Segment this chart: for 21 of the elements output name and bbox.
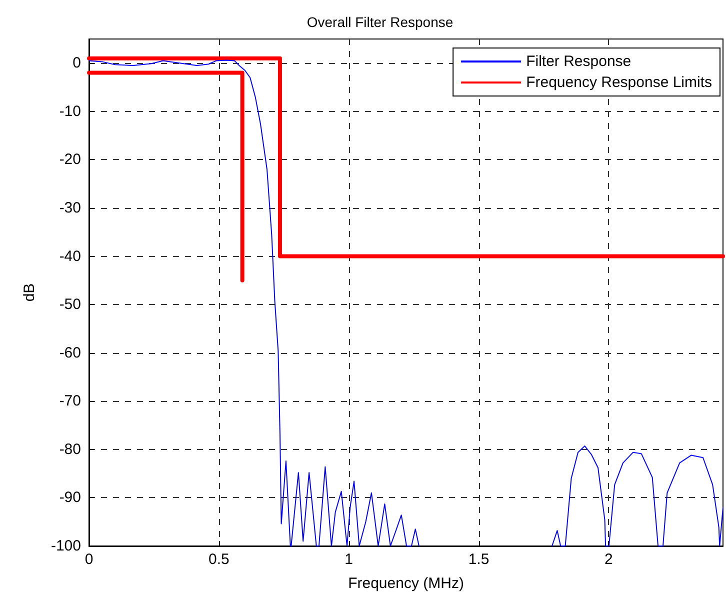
y-tick-label: -10: [59, 102, 81, 120]
x-axis-title: Frequency (MHz): [348, 575, 464, 592]
y-tick-label: -40: [59, 248, 81, 265]
y-axis-title: dB: [21, 283, 38, 302]
legend-label: Frequency Response Limits: [526, 74, 712, 91]
y-tick-label: -80: [59, 440, 81, 458]
y-tick-label: -30: [59, 200, 81, 216]
x-tick-label: 2: [604, 551, 613, 568]
x-tick-label: 1: [344, 551, 354, 568]
chart-title: Overall Filter Response: [306, 14, 454, 30]
x-tick-label: 1.5: [468, 551, 490, 568]
y-tick-label: -90: [59, 489, 81, 506]
y-tick-label: -20: [59, 151, 81, 168]
y-tick-label: -50: [59, 296, 81, 314]
x-tick-label: 0: [84, 551, 94, 568]
y-tick-label: -70: [59, 392, 81, 410]
y-tick-label: 0: [72, 54, 81, 72]
y-tick-label: -100: [50, 538, 81, 554]
legend-label: Filter Response: [526, 53, 632, 70]
x-tick-label: 0.5: [208, 551, 230, 568]
y-tick-label: -60: [59, 344, 81, 362]
